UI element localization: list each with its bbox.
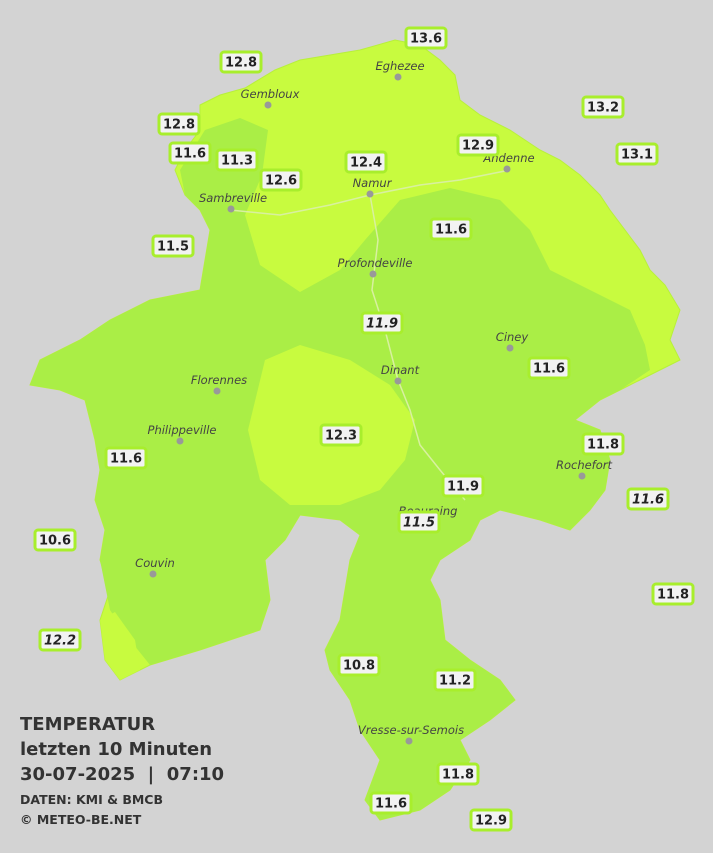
- city-label: Dinant: [381, 363, 420, 377]
- station-value: 11.8: [587, 438, 619, 453]
- station-value: 13.1: [621, 148, 653, 163]
- station-value: 11.8: [442, 768, 474, 783]
- station-box: [651, 582, 695, 606]
- station-box: [344, 150, 388, 174]
- station-box: [38, 628, 82, 652]
- station-value: 10.6: [39, 534, 71, 549]
- city-label: Profondeville: [338, 256, 413, 270]
- station-value: 11.6: [375, 797, 407, 812]
- station-box: [456, 133, 500, 157]
- station-value: 10.8: [343, 659, 375, 674]
- station-box: [157, 112, 201, 136]
- station-box: [433, 668, 477, 692]
- station-value: 12.6: [265, 174, 297, 189]
- city-label: Gembloux: [241, 87, 300, 101]
- station-value: 11.3: [221, 154, 253, 169]
- city-dot: [405, 737, 413, 745]
- station-box: [319, 423, 363, 447]
- station-value: 11.6: [435, 223, 467, 238]
- station-box: [369, 791, 413, 815]
- city-dot: [366, 190, 374, 198]
- station-value: 12.2: [44, 634, 76, 649]
- station-value: 13.2: [587, 101, 619, 116]
- city-label: Eghezee: [375, 59, 424, 73]
- station-box: [360, 311, 404, 335]
- city-label: Namur: [353, 176, 393, 190]
- city-dot: [369, 270, 377, 278]
- city-dot: [149, 570, 157, 578]
- station-value: 11.9: [366, 317, 398, 332]
- station-box: [469, 808, 513, 832]
- station-value: 11.6: [174, 147, 206, 162]
- subtitle: letzten 10 Minuten: [20, 739, 212, 760]
- station-box: [615, 142, 659, 166]
- city-label: Sambreville: [199, 191, 267, 205]
- station-box: [259, 168, 303, 192]
- station-value: 11.8: [657, 588, 689, 603]
- city-label: Ciney: [496, 330, 529, 344]
- city-label: Rochefort: [556, 458, 613, 472]
- credit: © METEO-BE.NET: [20, 812, 142, 827]
- station-box: [436, 762, 480, 786]
- city-label: Couvin: [135, 556, 175, 570]
- city-dot: [394, 73, 402, 81]
- station-box: [626, 487, 670, 511]
- station-value: 12.3: [325, 429, 357, 444]
- station-value: 11.6: [632, 493, 664, 508]
- source: DATEN: KMI & BMCB: [20, 792, 163, 807]
- station-value: 12.8: [225, 56, 257, 71]
- city-dot: [227, 205, 235, 213]
- city-dot: [394, 377, 402, 385]
- station-box: [151, 234, 195, 258]
- city-label: Florennes: [191, 373, 247, 387]
- title: TEMPERATUR: [20, 714, 155, 735]
- station-value: 12.9: [475, 814, 507, 829]
- city-dot: [176, 437, 184, 445]
- station-box: [429, 217, 473, 241]
- station-box: [527, 356, 571, 380]
- city-dot: [264, 101, 272, 109]
- station-box: [337, 653, 381, 677]
- station-value: 11.9: [447, 480, 479, 495]
- station-value: 11.5: [403, 516, 435, 531]
- station-box: [168, 141, 212, 165]
- station-box: [581, 95, 625, 119]
- station-box: [104, 446, 148, 470]
- city-label: Philippeville: [148, 423, 217, 437]
- city-label: Vresse-sur-Semois: [358, 723, 464, 737]
- station-value: 11.5: [157, 240, 189, 255]
- station-value: 12.4: [350, 156, 382, 171]
- zone-warmer: [100, 612, 140, 680]
- station-value: 13.6: [410, 32, 442, 47]
- station-value: 11.6: [533, 362, 565, 377]
- station-value: 11.2: [439, 674, 471, 689]
- city-dot: [506, 344, 514, 352]
- station-box: [441, 474, 485, 498]
- station-box: [397, 510, 441, 534]
- station-box: [404, 26, 448, 50]
- city-dot: [578, 472, 586, 480]
- city-dot: [503, 165, 511, 173]
- station-box: [581, 432, 625, 456]
- station-value: 12.9: [462, 139, 494, 154]
- datetime: 30-07-2025 | 07:10: [20, 764, 224, 785]
- station-box: [219, 50, 263, 74]
- station-box: [215, 148, 259, 172]
- station-box: [33, 528, 77, 552]
- station-value: 12.8: [163, 118, 195, 133]
- city-dot: [213, 387, 221, 395]
- station-value: 11.6: [110, 452, 142, 467]
